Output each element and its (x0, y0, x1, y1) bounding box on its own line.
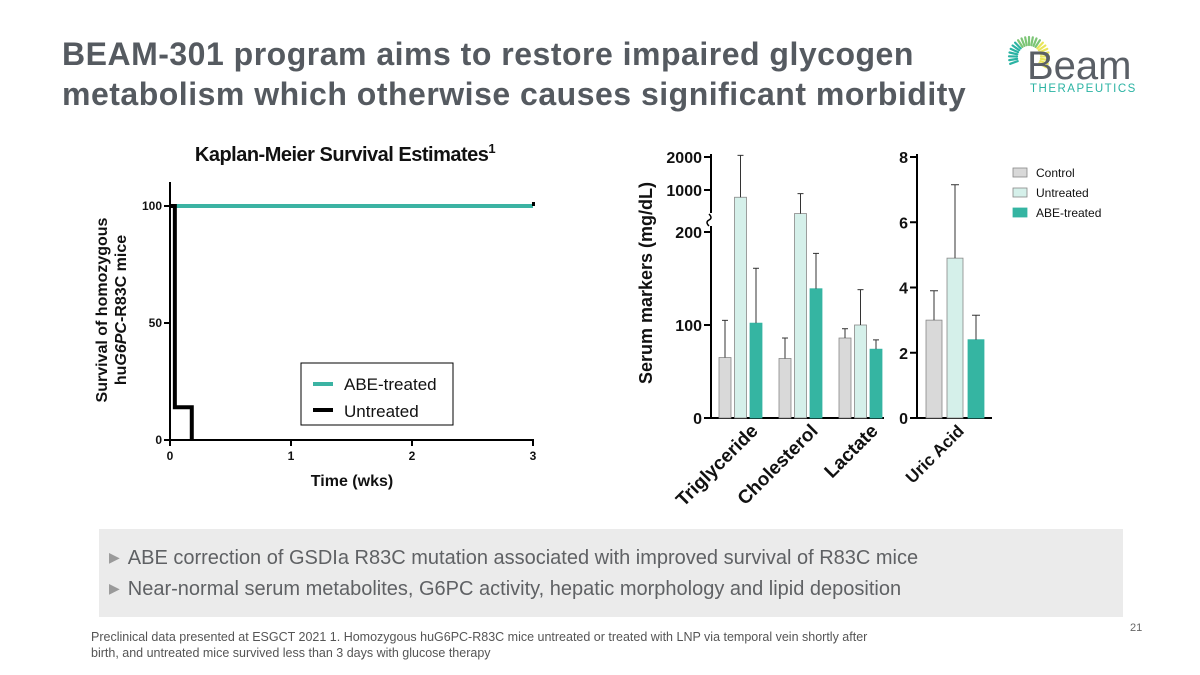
bullet-arrow-icon: ▶ (109, 580, 120, 596)
serum-y-tick-label: 1000 (666, 183, 702, 200)
km-legend-box (300, 362, 454, 426)
km-title-superscript: 1 (488, 141, 495, 156)
legend-label-control: Control (1036, 166, 1075, 180)
bar-legend: Control Untreated ABE-treated (1012, 166, 1101, 220)
km-legend-untreated: Untreated (344, 402, 419, 421)
logo-ray (1024, 36, 1028, 47)
km-y-tick-label: 50 (149, 316, 163, 330)
serum-bar-abe-treated (869, 348, 883, 419)
logo-name: Beam (1027, 44, 1132, 88)
km-x-tick-label: 3 (530, 449, 537, 463)
logo-subtitle: THERAPEUTICS (1030, 83, 1137, 95)
km-ylabel-line2: huG6PC-R83C mice (113, 235, 130, 385)
uric-y-tick-label: 8 (899, 150, 908, 167)
legend-label-untreated: Untreated (1036, 186, 1089, 200)
uric-y-tick-label: 6 (899, 215, 908, 232)
km-ylabel-italic: G6PC (113, 322, 130, 366)
logo-ray (1017, 39, 1024, 49)
logo-ray (1014, 41, 1022, 50)
serum-axis-break (706, 213, 712, 227)
logo-ray (1032, 37, 1038, 47)
km-y-tick-label: 100 (142, 199, 162, 213)
km-ylabel: Survival of homozygous huG6PC-R83C mice (94, 217, 130, 402)
legend-label-abe-treated: ABE-treated (1036, 206, 1101, 220)
km-ylabel-line1: Survival of homozygous (94, 217, 111, 402)
logo-ray (1009, 47, 1020, 54)
bullet-item: ▶ Near-normal serum metabolites, G6PC act… (109, 578, 901, 601)
km-xlabel: Time (wks) (311, 473, 393, 490)
km-y-tick-label: 0 (155, 433, 162, 447)
legend-swatch-control (1012, 167, 1028, 178)
km-ylabel-suffix: -R83C mice (113, 235, 130, 322)
serum-bar-abe-treated (809, 288, 823, 419)
uric-category-label: Uric Acid (902, 421, 968, 487)
uric-y-tick-label: 0 (899, 411, 908, 428)
beam-logo: Beam THERAPEUTICS (1007, 35, 1137, 95)
km-x-tick-label: 2 (409, 449, 416, 463)
serum-y-tick-label: 100 (675, 318, 702, 335)
key-findings-panel: ▶ ABE correction of GSDIa R83C mutation a… (99, 529, 1123, 617)
uric-acid-chart: 0 2 4 6 8 Uric Acid Control Untreated ABE-trea… (899, 150, 1101, 487)
km-x-tick-label: 1 (288, 449, 295, 463)
serum-bar-untreated (794, 213, 807, 419)
charts-canvas: Kaplan-Meier Survival Estimates1 Surviva… (94, 141, 1101, 511)
serum-bar-abe-treated (749, 322, 763, 419)
bullet-arrow-icon: ▶ (109, 549, 120, 565)
legend-swatch-abe-treated (1012, 207, 1028, 218)
km-survival-chart: Kaplan-Meier Survival Estimates1 Surviva… (94, 141, 537, 490)
logo-ray (1008, 51, 1019, 56)
serum-bar-control (778, 358, 792, 419)
serum-y-tick-label: 2000 (666, 150, 702, 167)
logo-ray (1030, 36, 1034, 47)
logo-ray (1036, 41, 1044, 50)
serum-y-tick-label: 200 (675, 225, 702, 242)
serum-y-tick-label: 0 (693, 411, 702, 428)
km-line-untreated (170, 204, 194, 440)
legend-swatch-untreated (1012, 187, 1028, 198)
logo-sunburst-icon (1007, 35, 1051, 69)
logo-ray (1038, 62, 1048, 69)
serum-bar-untreated (734, 196, 747, 419)
km-legend-abe: ABE-treated (344, 375, 437, 394)
logo-ray (1009, 60, 1019, 65)
logo-ray (1008, 57, 1019, 62)
uric-bar-abe-treated (967, 339, 985, 419)
page-number: 21 (1130, 622, 1143, 634)
serum-ylabel: Serum markers (mg/dL) (636, 182, 656, 384)
km-x-tick-label: 0 (167, 449, 174, 463)
serum-category-label: Lactate (821, 421, 883, 483)
logo-ray (1039, 51, 1050, 56)
km-title-text: Kaplan-Meier Survival Estimates (195, 144, 489, 166)
uric-bar-untreated (946, 257, 964, 419)
uric-y-tick-label: 4 (899, 281, 908, 298)
logo-ray (1038, 47, 1049, 54)
km-censor-mark (532, 202, 535, 206)
serum-bar-untreated (854, 324, 867, 419)
logo-ray (1034, 39, 1041, 49)
logo-ray (1039, 57, 1050, 62)
logo-ray (1011, 44, 1021, 52)
logo-ray (1037, 44, 1047, 52)
uric-y-tick-label: 2 (899, 346, 908, 363)
km-title: Kaplan-Meier Survival Estimates1 (195, 141, 496, 166)
bullet-text: Near-normal serum metabolites, G6PC acti… (127, 578, 902, 600)
km-ylabel-prefix: hu (113, 366, 130, 386)
footnote: Preclinical data presented at ESGCT 2021… (91, 630, 868, 660)
uric-bar-control (925, 319, 943, 419)
logo-ray (1020, 37, 1026, 47)
logo-ray (1039, 60, 1049, 65)
serum-bar-control (838, 337, 852, 419)
serum-bar-control (718, 357, 732, 419)
bullet-text: ABE correction of GSDIa R83C mutation as… (127, 547, 919, 569)
slide-title: BEAM-301 program aims to restore impaire… (62, 36, 967, 112)
bullet-item: ▶ ABE correction of GSDIa R83C mutation a… (109, 547, 918, 570)
